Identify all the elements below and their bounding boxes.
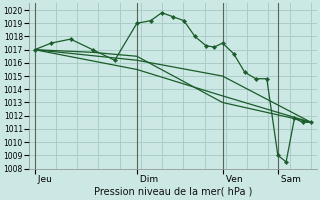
X-axis label: Pression niveau de la mer( hPa ): Pression niveau de la mer( hPa ) [94,187,252,197]
